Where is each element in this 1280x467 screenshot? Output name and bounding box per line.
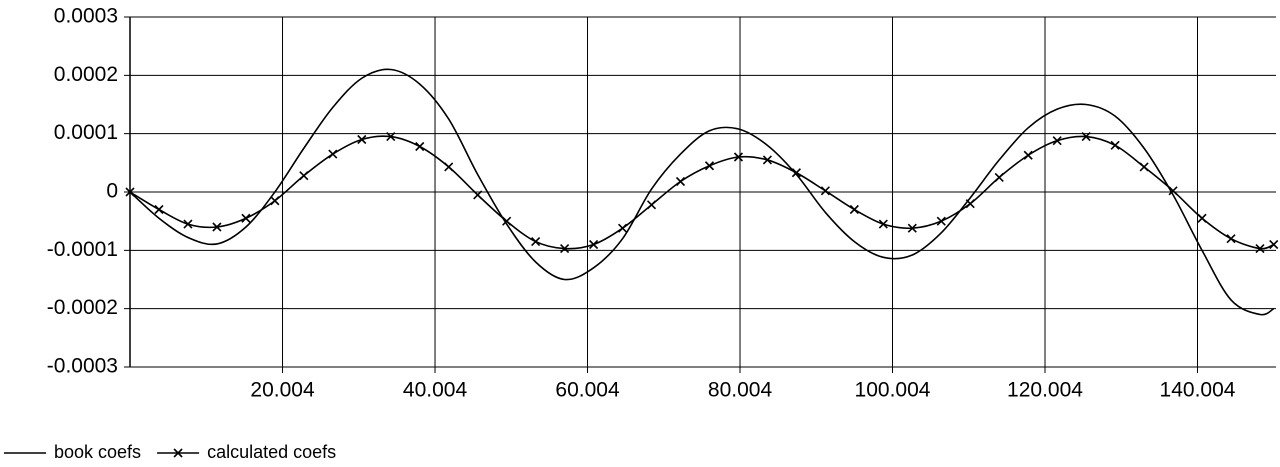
point-marker — [299, 171, 309, 181]
point-marker — [646, 200, 657, 210]
point-marker — [820, 186, 830, 196]
x-tick-label: 100.004 — [855, 379, 931, 402]
y-tick-label: -0.0002 — [47, 296, 118, 319]
point-marker — [183, 219, 193, 229]
y-tick-label: 0.0002 — [54, 63, 118, 86]
point-marker — [1255, 244, 1265, 254]
legend: book coefs calculated coefs — [4, 442, 336, 462]
point-marker — [762, 155, 772, 165]
point-marker — [1139, 162, 1149, 172]
point-marker — [357, 134, 367, 145]
y-tick-label: 0 — [106, 180, 118, 203]
point-marker — [560, 244, 570, 254]
point-marker — [704, 161, 715, 171]
point-marker — [473, 190, 483, 200]
point-marker — [1197, 213, 1207, 223]
x-tick-label: 80.004 — [708, 379, 773, 402]
point-marker — [1226, 234, 1236, 244]
legend-label: book coefs — [54, 442, 141, 462]
point-marker — [675, 176, 686, 187]
point-marker — [444, 162, 454, 172]
point-marker — [415, 141, 425, 152]
point-marker — [791, 168, 801, 178]
y-tick-label: -0.0003 — [47, 355, 118, 378]
point-marker — [125, 187, 135, 197]
point-marker — [1081, 132, 1091, 142]
point-marker — [1269, 239, 1279, 250]
point-marker — [1023, 150, 1033, 160]
point-marker — [733, 152, 744, 162]
point-marker — [328, 149, 338, 159]
point-marker — [965, 199, 975, 209]
x-tick-label: 140.004 — [1160, 379, 1236, 402]
point-marker — [617, 223, 628, 233]
y-tick-label: -0.0001 — [47, 238, 118, 261]
point-marker — [1110, 140, 1120, 150]
y-tick-label: 0.0003 — [54, 5, 118, 28]
point-marker — [994, 172, 1004, 182]
x-tick-label: 20.004 — [250, 379, 315, 402]
point-marker — [878, 219, 888, 229]
point-marker — [154, 204, 164, 215]
point-marker — [270, 196, 280, 206]
point-marker — [849, 204, 859, 215]
point-marker — [1168, 186, 1178, 196]
point-marker — [936, 216, 946, 226]
point-marker — [589, 239, 599, 250]
point-marker — [386, 132, 396, 142]
y-tick-label: 0.0001 — [54, 121, 118, 144]
x-tick-label: 40.004 — [403, 379, 468, 402]
legend-label: calculated coefs — [207, 442, 336, 462]
point-marker — [531, 237, 541, 247]
x-tick-label: 60.004 — [555, 379, 620, 402]
point-marker — [907, 223, 917, 233]
point-marker — [502, 216, 512, 226]
point-marker — [1052, 136, 1062, 146]
point-marker — [212, 222, 222, 232]
x-tick-label: 120.004 — [1007, 379, 1083, 402]
point-marker — [241, 213, 251, 223]
legend-marker — [173, 448, 183, 458]
series-line — [129, 68, 1275, 316]
